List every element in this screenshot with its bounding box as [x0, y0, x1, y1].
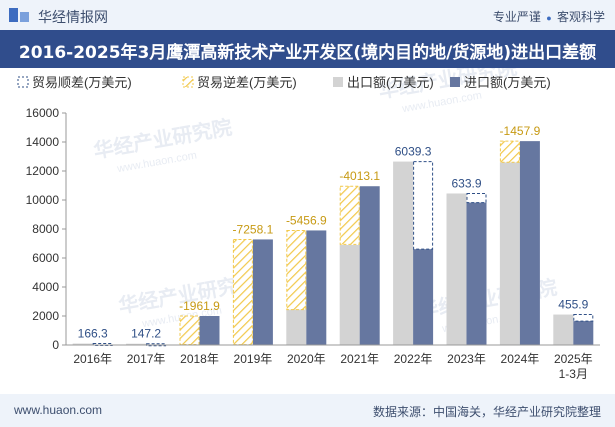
import-bar [252, 239, 273, 345]
import-bar [359, 186, 380, 345]
import-bar [413, 249, 434, 345]
x-tick-label: 2019年 [234, 352, 273, 366]
tagline-right: 客观科学 [556, 10, 605, 24]
x-tick-label: 2025年 [554, 352, 593, 366]
legend-swatch [333, 77, 343, 87]
chart-area: 华经产业研究院www.huaon.com华经产业研究院www.huaon.com… [17, 68, 600, 381]
data-label: -5456.9 [286, 213, 327, 227]
y-tick-label: 14000 [26, 135, 60, 149]
data-label: 455.9 [558, 298, 588, 312]
y-axis: 0 2000 4000 6000 8000 10000 12000 14000 16000 [26, 106, 67, 352]
x-tick-label: 1-3月 [559, 367, 588, 381]
data-label: -1961.9 [179, 299, 220, 313]
x-tick-label: 2017年 [127, 352, 166, 366]
legend: 贸易顺差(万美元) 贸易逆差(万美元) 出口额(万美元) 进口额(万美元) [17, 75, 551, 90]
import-bar [199, 316, 220, 345]
tagline-left: 专业严谨 [492, 10, 541, 24]
export-bar [499, 162, 520, 345]
import-bar [466, 202, 487, 345]
x-tick-label: 2023年 [447, 352, 486, 366]
data-label: -1457.9 [500, 124, 541, 138]
data-label: 166.3 [78, 327, 108, 341]
y-tick-label: 4000 [32, 280, 59, 294]
bars-layer [72, 140, 594, 347]
y-tick-label: 2000 [32, 309, 59, 323]
y-tick-label: 8000 [32, 222, 59, 236]
deficit-bar [286, 229, 307, 311]
y-tick-label: 10000 [26, 193, 60, 207]
surplus-bar [573, 314, 594, 322]
footer-source: 数据来源：中国海关，华经产业研究院整理 [372, 405, 601, 419]
brand-name: 华经情报网 [38, 9, 108, 25]
data-label: 147.2 [131, 327, 161, 341]
data-label: 6039.3 [395, 145, 432, 159]
data-labels-layer: 166.3 147.2 -1961.9 -7258.1 -5456.9 -4013.1 60… [78, 124, 589, 341]
tagline: 专业严谨 ● 客观科学 [493, 8, 605, 25]
export-bar [339, 244, 360, 345]
export-bar [286, 309, 307, 345]
export-bar [126, 343, 147, 345]
legend-swatch [450, 77, 460, 87]
x-tick-label: 2024年 [501, 352, 540, 366]
y-tick-label: 16000 [26, 106, 60, 120]
footer-site: www.huaon.com [14, 403, 103, 417]
deficit-bar [499, 140, 520, 163]
x-tick-label: 2018年 [180, 352, 219, 366]
import-bar [306, 230, 327, 345]
legend-label: 进口额(万美元) [464, 75, 551, 90]
x-tick-label: 2016年 [73, 352, 112, 366]
y-tick-label: 6000 [32, 251, 59, 265]
x-axis: 2016年 2017年 2018年 2019年 2020年 2021年 2022年 2023年… [66, 344, 600, 381]
legend-label: 出口额(万美元) [347, 75, 434, 90]
deficit-bar [339, 185, 360, 245]
data-label: -4013.1 [339, 169, 380, 183]
top-bar: 华经情报网 专业严谨 ● 客观科学 [0, 0, 615, 30]
export-bar [393, 161, 414, 345]
x-tick-label: 2021年 [340, 352, 379, 366]
x-tick-label: 2022年 [394, 352, 433, 366]
import-bar [573, 321, 594, 345]
deficit-bar [232, 238, 253, 346]
export-bar [72, 343, 93, 345]
x-tick-label: 2020年 [287, 352, 326, 366]
import-bar [519, 141, 540, 345]
surplus-bar [466, 192, 487, 204]
legend-label: 贸易逆差(万美元) [197, 75, 297, 90]
y-tick-label: 12000 [26, 164, 60, 178]
chart-title: 2016-2025年3月鹰潭高新技术产业开发区(境内目的地/货源地)进出口差额 [18, 43, 597, 63]
y-tick-label: 0 [52, 338, 59, 352]
huajing-logo-icon [9, 8, 29, 22]
data-label: 633.9 [451, 176, 481, 190]
footer-bar: www.huaon.com 数据来源：中国海关，华经产业研究院整理 [0, 394, 615, 427]
legend-label: 贸易顺差(万美元) [32, 75, 132, 90]
surplus-bar [413, 161, 434, 250]
title-bar: 2016-2025年3月鹰潭高新技术产业开发区(境内目的地/货源地)进出口差额 [0, 30, 615, 68]
data-label: -7258.1 [233, 222, 274, 236]
export-bar [446, 193, 467, 345]
deficit-bar [179, 315, 200, 345]
export-bar [553, 314, 574, 345]
legend-swatch [182, 76, 194, 88]
bullet-icon: ● [546, 13, 552, 23]
legend-swatch [17, 76, 29, 88]
